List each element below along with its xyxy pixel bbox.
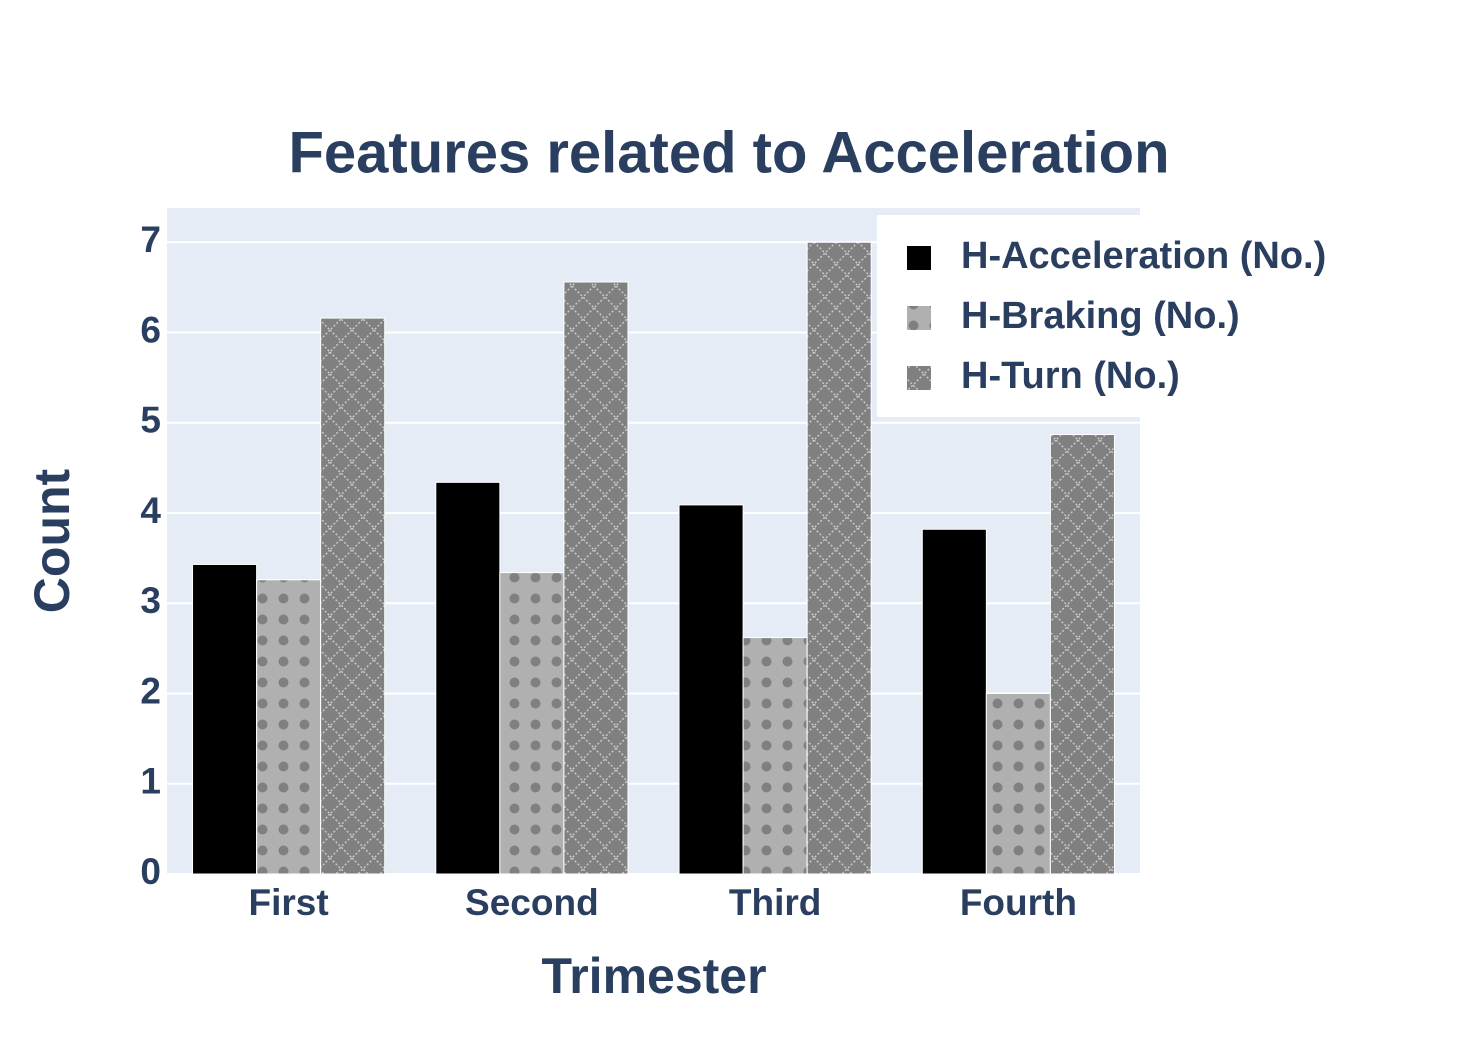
bar	[192, 563, 258, 875]
legend-swatch	[907, 246, 931, 270]
x-tick-label: Fourth	[960, 882, 1077, 923]
bar	[678, 504, 744, 875]
y-tick-label: 4	[140, 490, 161, 531]
bar	[435, 481, 501, 875]
bars	[192, 241, 1115, 875]
x-tick-label: Third	[729, 882, 821, 923]
bar	[563, 281, 629, 875]
y-axis-title: Count	[24, 468, 80, 613]
x-axis-title: Trimester	[541, 948, 766, 1004]
legend: H-Acceleration (No.) H-Braking (No.) H-Tur…	[877, 215, 1459, 417]
bar	[742, 637, 808, 875]
y-tick-label: 0	[140, 851, 161, 892]
legend-box	[877, 215, 1459, 417]
y-tick-label: 1	[140, 761, 161, 802]
bar	[256, 579, 322, 875]
chart-title: Features related to Acceleration	[288, 120, 1169, 185]
legend-label: H-Turn (No.)	[961, 355, 1180, 397]
x-tick-label: Second	[465, 882, 599, 923]
legend-swatch	[907, 366, 931, 390]
y-tick-label: 5	[140, 400, 161, 441]
legend-label: H-Braking (No.)	[961, 295, 1240, 337]
bar	[985, 693, 1051, 875]
bar	[320, 317, 386, 875]
bar	[921, 528, 987, 875]
legend-label: H-Acceleration (No.)	[961, 235, 1326, 277]
bar	[806, 241, 872, 875]
x-tick-label: First	[249, 882, 329, 923]
y-tick-label: 2	[140, 670, 161, 711]
y-tick-label: 3	[140, 580, 161, 621]
legend-swatch	[907, 306, 931, 330]
bar	[1049, 434, 1115, 875]
y-tick-label: 6	[140, 309, 161, 350]
bar	[499, 572, 565, 875]
y-tick-label: 7	[140, 219, 161, 260]
